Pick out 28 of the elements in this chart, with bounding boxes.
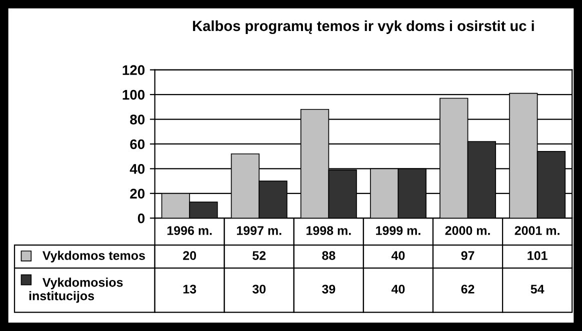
legend-label: Vykdomos temos xyxy=(42,250,145,262)
chart-title: Kalbos programų temos ir vyk doms i osirstit uc i xyxy=(193,20,534,34)
y-tick-label: 120 xyxy=(122,65,145,76)
x-tick-label: 2000 m. xyxy=(445,226,490,235)
x-tick-label: 1999 m. xyxy=(376,226,420,235)
data-label: 39 xyxy=(322,284,336,294)
data-label: 30 xyxy=(252,284,266,294)
x-tick-label: 1998 m. xyxy=(306,226,351,235)
data-label: 40 xyxy=(391,284,405,294)
y-tick-label: 60 xyxy=(130,139,145,150)
x-tick-label: 2001 m. xyxy=(514,226,560,235)
x-tick-label: 1996 m. xyxy=(167,226,212,235)
y-tick-label: 80 xyxy=(130,114,145,124)
data-label: 20 xyxy=(183,251,196,260)
data-label: 52 xyxy=(252,251,266,260)
y-tick-label: 100 xyxy=(122,90,145,100)
legend-label: Vykdomosios institucijos xyxy=(29,278,123,303)
data-label: 40 xyxy=(391,251,405,260)
data-label: 97 xyxy=(461,251,474,260)
x-tick-label: 1997 m. xyxy=(236,226,282,235)
y-tick-label: 20 xyxy=(130,188,145,199)
y-tick-label: 40 xyxy=(130,164,145,174)
data-label: 54 xyxy=(530,284,544,294)
y-tick-label: 0 xyxy=(138,213,145,224)
data-label: 101 xyxy=(528,251,548,260)
data-label: 13 xyxy=(183,284,196,294)
data-label: 88 xyxy=(322,251,336,260)
data-label: 62 xyxy=(461,284,474,294)
